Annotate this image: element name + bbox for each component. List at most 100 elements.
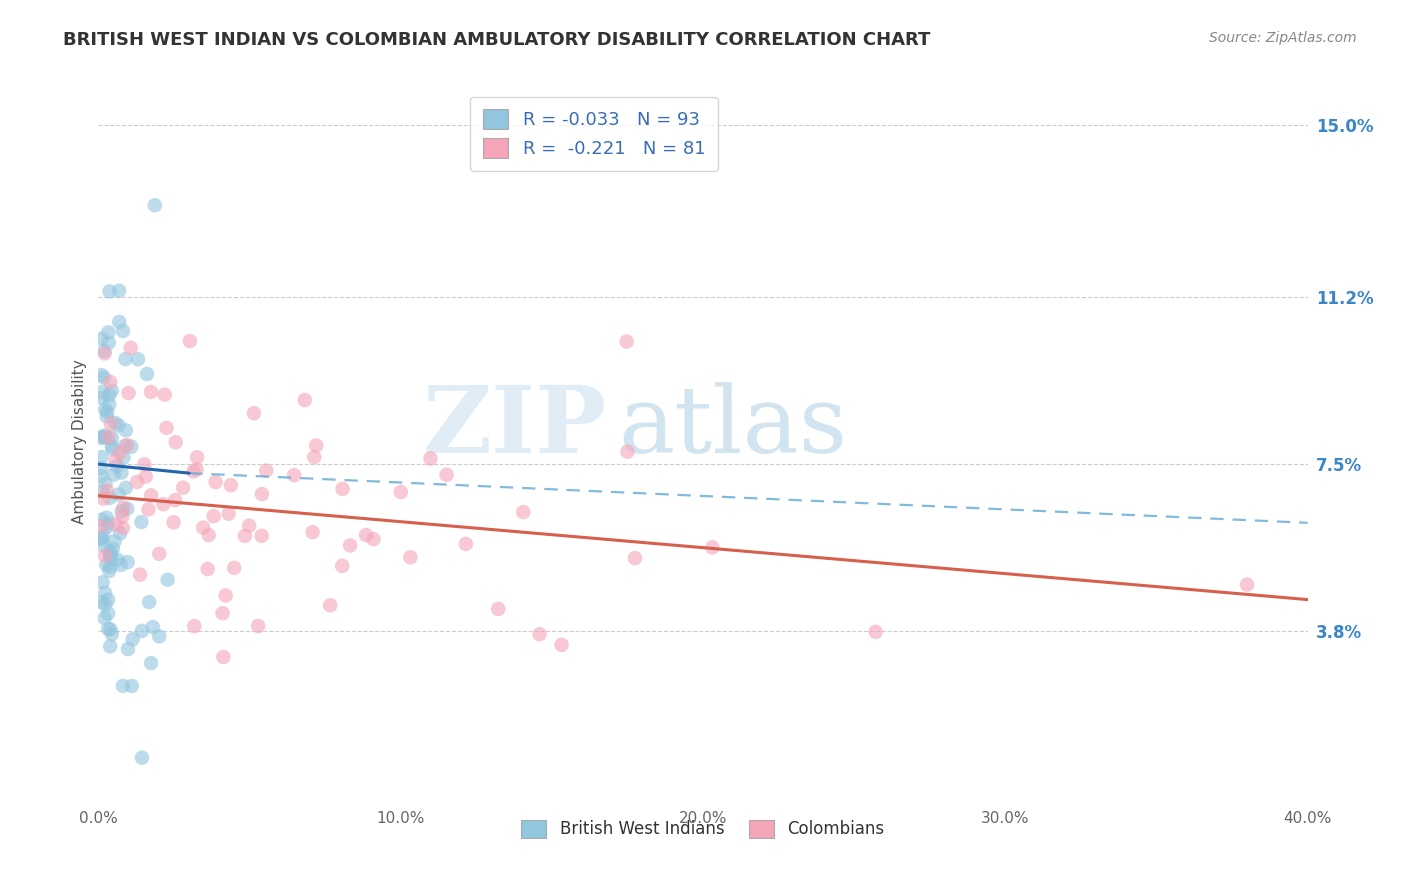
Point [183, 619, 205, 633]
Point [98, 398, 121, 412]
Point [104, 517, 127, 532]
Point [354, 528, 377, 542]
Point [139, 384, 162, 399]
Point [111, 679, 134, 693]
Point [111, 504, 134, 518]
Point [512, 505, 534, 519]
Point [186, 450, 208, 465]
Point [94, 428, 117, 442]
Point [238, 518, 260, 533]
Point [101, 431, 124, 445]
Point [117, 386, 139, 401]
Point [172, 481, 194, 495]
Point [105, 459, 128, 474]
Point [134, 458, 156, 472]
Point [183, 464, 205, 478]
Point [91, 539, 114, 553]
Point [94, 431, 117, 445]
Point [107, 553, 129, 567]
Point [283, 468, 305, 483]
Point [93, 491, 115, 506]
Point [93, 370, 115, 384]
Point [148, 629, 170, 643]
Point [114, 481, 136, 495]
Point [110, 466, 132, 480]
Point [97, 607, 120, 621]
Point [117, 642, 139, 657]
Point [363, 532, 385, 546]
Point [702, 541, 724, 555]
Point [162, 516, 184, 530]
Point [111, 324, 134, 338]
Point [224, 561, 246, 575]
Point [436, 467, 458, 482]
Point [94, 586, 117, 600]
Point [94, 598, 117, 612]
Point [120, 440, 142, 454]
Point [90, 595, 112, 609]
Point [90, 332, 112, 346]
Point [90, 519, 112, 533]
Point [96, 558, 118, 572]
Point [143, 198, 166, 212]
Point [104, 416, 127, 430]
Point [117, 438, 139, 452]
Point [98, 375, 121, 389]
Text: atlas: atlas [619, 382, 848, 472]
Point [550, 638, 572, 652]
Point [101, 384, 124, 398]
Point [98, 640, 121, 654]
Point [97, 516, 120, 531]
Point [104, 534, 127, 549]
Point [108, 284, 131, 298]
Point [94, 476, 117, 491]
Point [101, 439, 124, 453]
Point [97, 592, 120, 607]
Point [399, 550, 422, 565]
Point [91, 575, 114, 590]
Point [117, 501, 139, 516]
Point [97, 335, 120, 350]
Point [100, 546, 122, 560]
Point [139, 488, 162, 502]
Point [624, 551, 647, 566]
Point [138, 595, 160, 609]
Point [108, 445, 131, 459]
Text: Source: ZipAtlas.com: Source: ZipAtlas.com [1209, 31, 1357, 45]
Point [100, 549, 122, 563]
Point [131, 624, 153, 638]
Point [108, 315, 131, 329]
Point [111, 521, 134, 535]
Point [115, 423, 138, 437]
Point [101, 442, 124, 456]
Point [129, 567, 152, 582]
Point [294, 392, 316, 407]
Point [120, 341, 142, 355]
Point [212, 650, 235, 665]
Point [101, 627, 124, 641]
Point [90, 368, 112, 383]
Point [204, 475, 226, 489]
Point [98, 388, 121, 402]
Point [114, 352, 136, 367]
Point [165, 435, 187, 450]
Point [305, 438, 328, 452]
Point [90, 450, 112, 464]
Point [96, 405, 118, 419]
Point [214, 589, 236, 603]
Legend: British West Indians, Colombians: British West Indians, Colombians [515, 813, 891, 845]
Point [135, 469, 157, 483]
Point [616, 334, 638, 349]
Point [179, 334, 201, 348]
Point [121, 632, 143, 647]
Point [97, 622, 120, 636]
Point [529, 627, 551, 641]
Point [91, 391, 114, 405]
Point [97, 430, 120, 444]
Point [197, 562, 219, 576]
Point [112, 500, 135, 515]
Point [107, 418, 129, 433]
Point [98, 285, 121, 299]
Point [243, 406, 266, 420]
Point [127, 475, 149, 489]
